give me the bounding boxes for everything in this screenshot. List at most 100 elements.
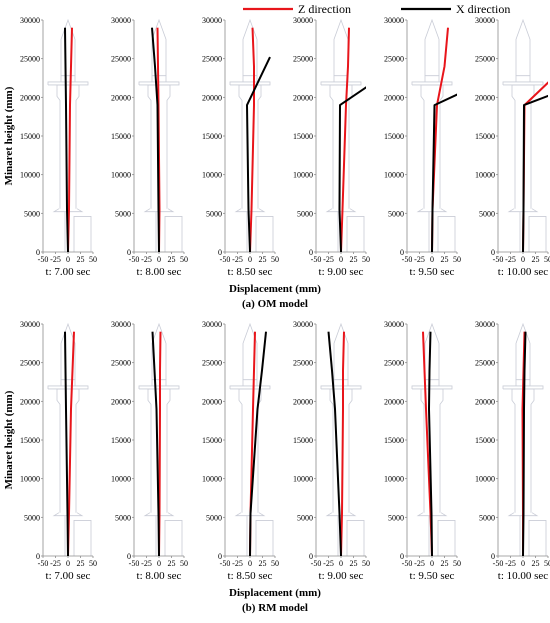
x-tick-label: 0 [157,255,161,264]
x-direction-line [522,94,548,252]
x-tick-label: 25 [77,255,85,264]
legend: Z direction X direction [243,2,510,16]
y-tick-label: 0 [218,248,222,257]
x-tick-label: 25 [259,255,267,264]
minaret-plinth [437,216,456,252]
y-tick-label: 15000 [202,436,222,445]
x-tick-label: -50 [220,559,231,568]
y-tick-label: 20000 [475,93,495,102]
subplot: 0 5000 10000 15000 20000 25000 30000 -50 -25 0 25 5… [111,320,188,582]
minaret-spire [60,322,76,380]
x-axis-label-om: Displacement (mm) [229,283,321,295]
y-tick-label: 15000 [111,436,131,445]
minaret-spire [151,322,167,380]
subplot: 0 5000 10000 15000 20000 25000 30000 -50 -25 0 25 5… [475,320,550,582]
legend-x-label: X direction [456,2,510,16]
x-tick-label: 50 [362,559,370,568]
y-tick-label: 20000 [202,397,222,406]
x-direction-line [338,86,366,252]
minaret-spire [242,18,258,76]
minaret-drum [60,75,76,82]
minaret-drum [151,379,167,386]
x-tick-label: -50 [493,255,504,264]
x-tick-label: 25 [350,255,358,264]
y-tick-label: 0 [491,552,495,561]
y-tick-label: 10000 [20,171,40,180]
x-tick-label: -50 [311,559,322,568]
minaret-plinth [346,216,365,252]
y-tick-label: 10000 [293,475,313,484]
y-tick-label: 15000 [202,132,222,141]
minaret-plinth [255,216,274,252]
y-tick-label: 0 [491,248,495,257]
subplot: 0 5000 10000 15000 20000 25000 30000 -50 -25 0 25 5… [202,16,279,278]
x-tick-label: -25 [141,559,152,568]
x-axis-label-rm: Displacement (mm) [229,587,321,599]
x-tick-label: 50 [271,255,279,264]
y-tick-label: 30000 [20,16,40,25]
y-tick-label: 15000 [20,436,40,445]
x-tick-label: 0 [339,559,343,568]
y-tick-label: 0 [400,552,404,561]
x-tick-label: -50 [493,559,504,568]
x-tick-label: -50 [402,255,413,264]
x-direction-line [431,93,457,252]
minaret-balcony [229,81,271,86]
z-direction-line [67,27,73,252]
x-tick-label: -25 [141,255,152,264]
x-tick-label: 25 [168,255,176,264]
x-tick-label: 50 [180,255,188,264]
x-tick-label: 50 [89,559,97,568]
minaret-drum [333,75,349,82]
subplot: 0 5000 10000 15000 20000 25000 30000 -50 -25 0 25 5… [293,320,370,582]
minaret-shaft [56,84,80,209]
x-direction-line [327,331,342,556]
x-tick-label: 25 [77,559,85,568]
minaret-base [325,208,357,213]
x-tick-label: -25 [323,559,334,568]
y-tick-label: 5000 [24,209,40,218]
minaret-drum [242,75,258,82]
y-axis-label-om: Minaret height (mm) [3,86,15,185]
x-tick-label: -50 [220,255,231,264]
minaret-plinth [73,520,92,556]
time-caption: t: 8.00 sec [137,266,182,278]
y-tick-label: 15000 [111,132,131,141]
z-direction-line [67,331,75,556]
y-tick-label: 25000 [293,359,313,368]
minaret-spire [333,18,349,76]
y-tick-label: 15000 [293,436,313,445]
minaret-plinth [164,216,183,252]
y-tick-label: 30000 [20,320,40,329]
y-tick-label: 5000 [115,209,131,218]
y-tick-label: 25000 [384,359,404,368]
y-tick-label: 0 [127,552,131,561]
y-tick-label: 20000 [111,397,131,406]
minaret-balcony [502,81,544,86]
x-tick-label: 0 [430,255,434,264]
y-tick-label: 10000 [384,171,404,180]
x-tick-label: 25 [441,559,449,568]
y-tick-label: 0 [218,552,222,561]
z-direction-line [340,331,345,556]
x-tick-label: -25 [505,559,516,568]
time-caption: t: 7.00 sec [46,266,91,278]
minaret-spire [515,18,531,76]
y-tick-label: 15000 [293,132,313,141]
x-tick-label: 0 [248,255,252,264]
subplot: 0 5000 10000 15000 20000 25000 30000 -50 -25 0 25 5… [20,16,97,278]
y-tick-label: 10000 [111,475,131,484]
x-direction-line [246,56,271,252]
x-tick-label: 25 [532,559,540,568]
minaret-drum [515,75,531,82]
x-direction-line [249,331,267,556]
x-tick-label: 0 [521,559,525,568]
x-direction-line [522,331,527,556]
x-tick-label: -25 [505,255,516,264]
x-tick-label: -50 [129,255,140,264]
time-caption: t: 9.50 sec [410,570,455,582]
x-tick-label: 0 [157,559,161,568]
minaret-outline [47,18,92,252]
x-direction-line [64,331,69,556]
